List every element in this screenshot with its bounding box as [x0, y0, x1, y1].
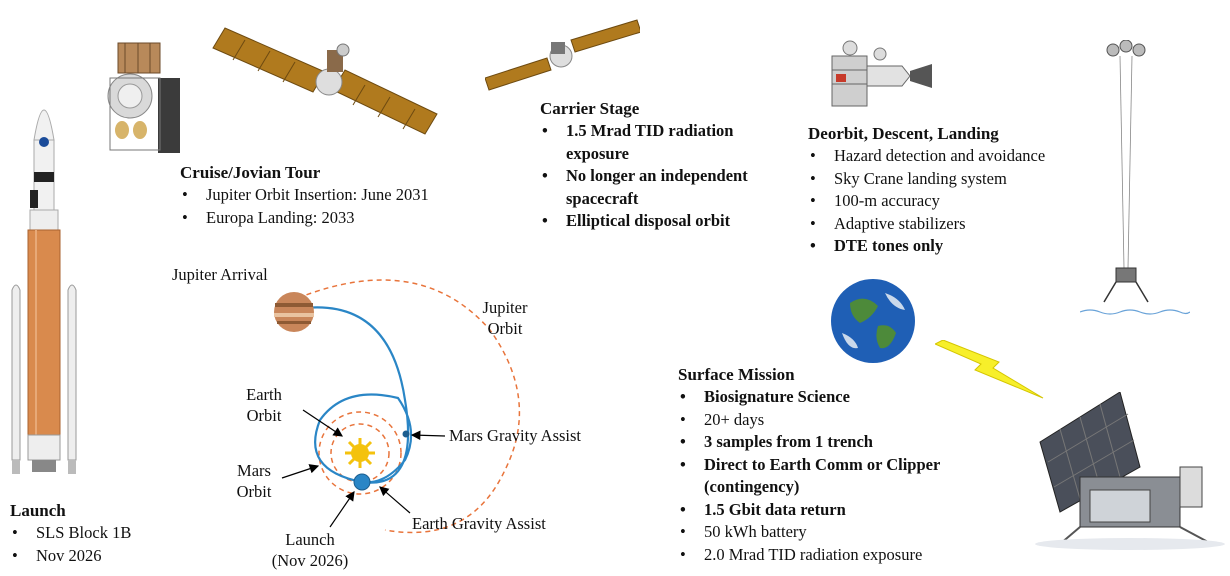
- lander-cruise-stack-illustration: [107, 42, 180, 153]
- cruise-spacecraft-illustration: [212, 27, 438, 135]
- carrier-list: 1.5 Mrad TID radiation exposure No longe…: [540, 120, 800, 233]
- lightning-bolt-icon: [935, 340, 1044, 399]
- deorbit-block: Deorbit, Descent, Landing Hazard detecti…: [808, 123, 1108, 258]
- surface-item: 20+ days: [678, 409, 1008, 432]
- jupiter-arrival-label: Jupiter Arrival: [172, 265, 268, 284]
- descent-stage-illustration: [831, 40, 932, 107]
- jupiter-orbit-label: Jupiter Orbit: [482, 298, 528, 338]
- mars-orbit-path: [318, 411, 402, 495]
- launch-item: Nov 2026: [10, 545, 210, 568]
- launch-date-label: Launch (Nov 2026): [271, 530, 349, 570]
- deorbit-list: Hazard detection and avoidance Sky Crane…: [808, 145, 1108, 258]
- carrier-title: Carrier Stage: [540, 99, 640, 118]
- carrier-item: Elliptical disposal orbit: [540, 210, 800, 233]
- deorbit-item: 100-m accuracy: [808, 190, 1108, 213]
- cruise-title: Cruise/Jovian Tour: [180, 163, 321, 182]
- launch-block: Launch SLS Block 1B Nov 2026: [10, 500, 210, 567]
- sky-crane-illustration: [1080, 40, 1190, 315]
- launch-item: SLS Block 1B: [10, 522, 210, 545]
- earth-gravity-assist-label: Earth Gravity Assist: [412, 514, 546, 533]
- jupiter-icon: [274, 292, 314, 332]
- earth-icon: [353, 473, 371, 491]
- sls-rocket-illustration: [11, 109, 77, 474]
- carrier-block: Carrier Stage 1.5 Mrad TID radiation exp…: [540, 98, 800, 233]
- deorbit-title: Deorbit, Descent, Landing: [808, 124, 999, 143]
- surface-block: Surface Mission Biosignature Science 20+…: [678, 364, 1008, 566]
- cruise-item: Europa Landing: 2033: [180, 207, 480, 230]
- sun-icon: [345, 438, 375, 468]
- jupiter-orbit-path: [297, 279, 521, 534]
- trajectory-path: [304, 306, 413, 484]
- surface-item: Biosignature Science: [678, 386, 1008, 409]
- surface-item: 1.5 Gbit data return: [678, 499, 1008, 522]
- launch-list: SLS Block 1B Nov 2026: [10, 522, 210, 567]
- deorbit-item: DTE tones only: [808, 235, 1108, 258]
- surface-item: 3 samples from 1 trench: [678, 431, 1008, 454]
- earth-orbit-label: Earth Orbit: [246, 385, 282, 425]
- deorbit-item: Adaptive stabilizers: [808, 213, 1108, 236]
- carrier-item: No longer an independent spacecraft: [540, 165, 800, 210]
- deorbit-item: Sky Crane landing system: [808, 168, 1108, 191]
- surface-list: Biosignature Science 20+ days 3 samples …: [678, 386, 1008, 566]
- surface-item: 2.0 Mrad TID radiation exposure: [678, 544, 1008, 567]
- mars-orbit-label: Mars Orbit: [236, 461, 272, 501]
- surface-item: 50 kWh battery: [678, 521, 1008, 544]
- mars-gravity-assist-label: Mars Gravity Assist: [449, 426, 581, 445]
- carrier-stage-illustration: [485, 19, 640, 91]
- carrier-item: 1.5 Mrad TID radiation exposure: [540, 120, 800, 165]
- surface-lander-illustration: [1035, 392, 1225, 550]
- surface-title: Surface Mission: [678, 365, 795, 384]
- earth-globe-illustration: [831, 279, 915, 363]
- mars-icon: [402, 430, 410, 438]
- cruise-item: Jupiter Orbit Insertion: June 2031: [180, 184, 480, 207]
- cruise-block: Cruise/Jovian Tour Jupiter Orbit Inserti…: [180, 162, 480, 229]
- cruise-list: Jupiter Orbit Insertion: June 2031 Europ…: [180, 184, 480, 229]
- deorbit-item: Hazard detection and avoidance: [808, 145, 1108, 168]
- launch-title: Launch: [10, 501, 66, 520]
- surface-item: Direct to Earth Comm or Clipper (conting…: [678, 454, 1004, 499]
